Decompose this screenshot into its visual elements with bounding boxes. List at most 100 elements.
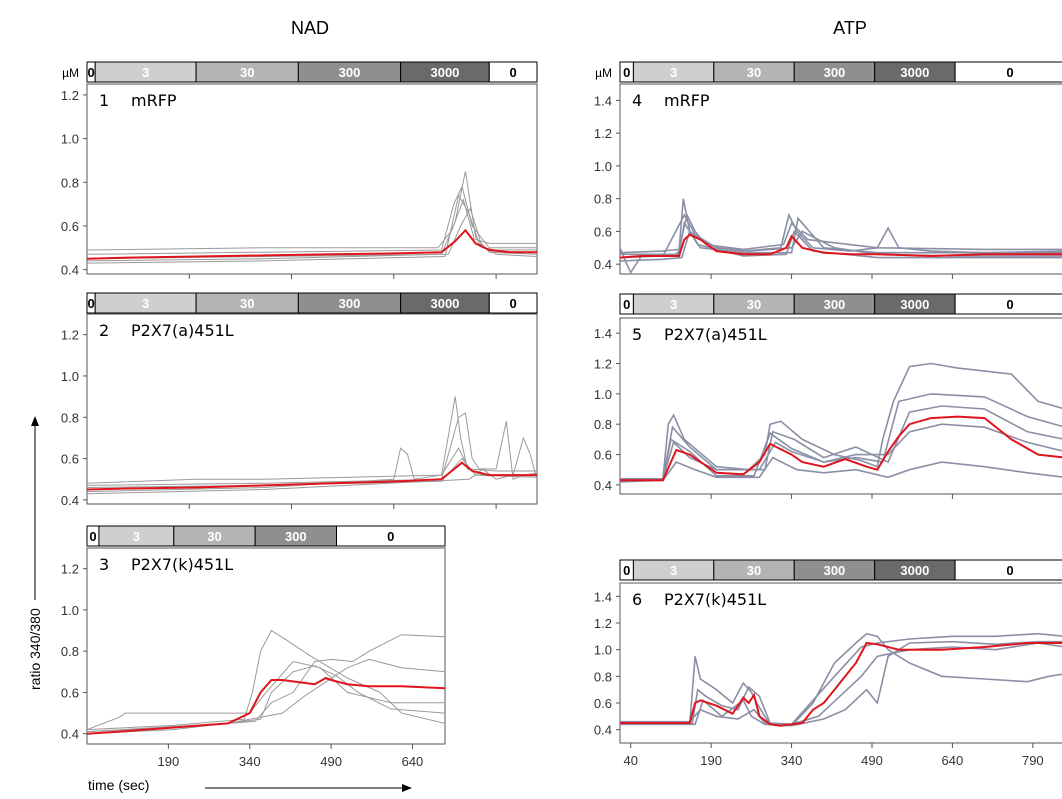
conc-label: 0 [89, 529, 96, 544]
panel-title: mRFP [664, 91, 710, 110]
y-tick-label: 0.4 [594, 723, 612, 738]
conc-label: 3000 [430, 65, 459, 80]
y-tick-label: 1.0 [594, 643, 612, 658]
y-tick-label: 0.6 [61, 452, 79, 467]
y-tick-label: 1.0 [61, 132, 79, 147]
conc-segment [954, 293, 1062, 315]
conc-label: 0 [387, 529, 394, 544]
y-tick-label: 1.4 [594, 93, 612, 108]
x-tick-label: 190 [700, 753, 722, 768]
x-tick-label: 490 [861, 753, 883, 768]
y-axis-label: ratio 340/380 [27, 608, 43, 690]
conc-label: 30 [240, 65, 254, 80]
trace-line [87, 447, 537, 484]
mean-line [620, 415, 1062, 482]
plot-frame [619, 582, 1062, 744]
conc-label: 30 [747, 65, 761, 80]
x-tick-label: 340 [239, 754, 261, 769]
panel-number: 1 [99, 91, 109, 110]
trace-line [620, 393, 1062, 483]
conc-label: 0 [623, 65, 630, 80]
trace-line [620, 362, 1062, 482]
mean-line [620, 233, 1062, 259]
conc-label: 300 [824, 65, 846, 80]
conc-label: 3 [670, 65, 677, 80]
mean-line [620, 641, 1062, 727]
panel-number: 3 [99, 555, 109, 574]
col-title-atp: ATP [833, 18, 867, 38]
x-tick-label: 790 [1022, 753, 1044, 768]
col-title-nad: NAD [291, 18, 329, 38]
trace-line [620, 198, 1062, 274]
trace-line [87, 436, 537, 495]
conc-label: 30 [207, 529, 221, 544]
conc-segment [954, 559, 1062, 581]
y-tick-label: 0.6 [594, 696, 612, 711]
chart-panel-6: 0 3 30 300 3000 0 0.4 0.6 0.8 1.0 1.2 1.4 40 190 340 49… [594, 559, 1062, 768]
trace-line [620, 216, 1062, 256]
panel-title: mRFP [131, 91, 177, 110]
y-tick-label: 0.8 [594, 192, 612, 207]
trace-line [87, 660, 445, 731]
y-tick-label: 1.0 [61, 603, 79, 618]
chart-panel-4: 0 3 30 300 3000 0 µM 0.4 0.6 0.8 1.0 1.2 1.4 4 mRFP [594, 61, 1062, 279]
y-tick-label: 0.4 [61, 727, 79, 742]
trace-line [87, 629, 445, 731]
conc-label: 300 [339, 65, 361, 80]
y-tick-label: 0.6 [594, 448, 612, 463]
conc-segment [954, 61, 1062, 83]
conc-label: 0 [87, 296, 94, 311]
y-tick-label: 0.4 [594, 478, 612, 493]
y-tick-label: 1.2 [61, 88, 79, 103]
conc-label: 300 [824, 563, 846, 578]
panel-title: P2X7(k)451L [131, 555, 233, 574]
x-tick-label: 640 [402, 754, 424, 769]
conc-label: 300 [285, 529, 307, 544]
x-tick-label: 640 [942, 753, 964, 768]
y-tick-label: 0.8 [594, 417, 612, 432]
conc-label: 3 [670, 297, 677, 312]
conc-label: 0 [87, 65, 94, 80]
conc-label: 0 [1006, 65, 1013, 80]
panel-number: 4 [632, 91, 642, 110]
y-tick-label: 1.2 [61, 328, 79, 343]
trace-line [620, 640, 1062, 727]
conc-label: 0 [623, 563, 630, 578]
mean-line [87, 676, 445, 735]
panel-number: 6 [632, 590, 642, 609]
y-tick-label: 1.0 [594, 387, 612, 402]
panel-number: 2 [99, 321, 109, 340]
panel-number: 5 [632, 325, 642, 344]
x-tick-label: 340 [781, 753, 803, 768]
trace-line [87, 634, 445, 733]
conc-segment [488, 61, 538, 83]
y-tick-label: 0.4 [61, 493, 79, 508]
x-tick-label: 190 [158, 754, 180, 769]
trace-line [87, 412, 537, 486]
trace-line [87, 665, 445, 735]
y-tick-label: 0.4 [594, 257, 612, 272]
y-tick-label: 1.2 [594, 616, 612, 631]
conc-segment [336, 525, 446, 547]
conc-label: 3 [142, 65, 149, 80]
y-tick-label: 0.6 [61, 219, 79, 234]
conc-label: 0 [623, 297, 630, 312]
y-tick-label: 1.4 [594, 326, 612, 341]
trace-line [87, 658, 445, 733]
chart-panel-1: 0 3 30 300 3000 0 µM 0.4 0.6 0.8 1.0 1.2 1 mRFP [61, 61, 538, 279]
mean-line [87, 461, 537, 491]
trace-line [620, 212, 1062, 254]
y-tick-label: 0.4 [61, 263, 79, 278]
conc-label: 0 [1006, 297, 1013, 312]
conc-label: 30 [747, 563, 761, 578]
conc-label: 3000 [900, 65, 929, 80]
x-axis-label: time (sec) [88, 777, 149, 793]
panel-title: P2X7(a)451L [131, 321, 234, 340]
trace-line [620, 423, 1062, 480]
y-tick-label: 0.6 [61, 685, 79, 700]
plot-frame [619, 317, 1062, 495]
panel-title: P2X7(k)451L [664, 590, 766, 609]
chart-panel-2: 0 3 30 300 3000 0 0.4 0.6 0.8 1.0 1.2 2 P2X7(a)451L [61, 292, 538, 509]
conc-label: 300 [824, 297, 846, 312]
